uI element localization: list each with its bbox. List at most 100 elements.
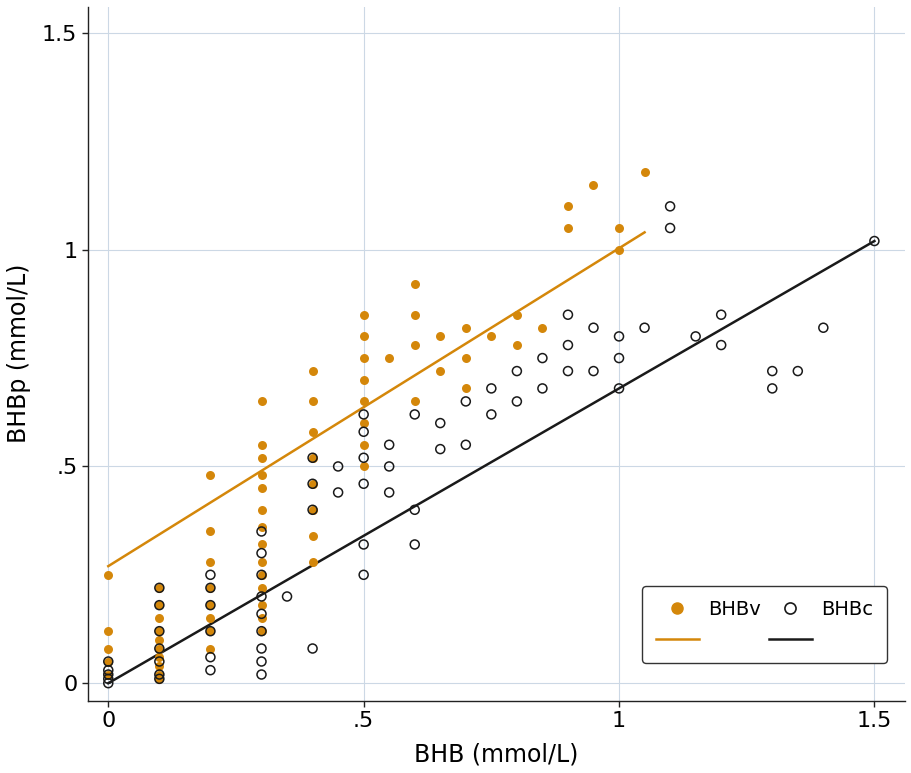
Point (356, 417, 371, 429)
Point (152, 599, 167, 611)
Point (509, 339, 524, 351)
Point (356, 569, 371, 581)
Point (611, 243, 626, 256)
Point (254, 569, 269, 581)
Point (764, 365, 779, 377)
Point (305, 365, 320, 377)
Point (203, 569, 218, 581)
Point (101, 625, 116, 638)
Point (254, 599, 269, 611)
Point (790, 365, 804, 377)
Point (254, 625, 269, 638)
Point (356, 460, 371, 472)
Point (203, 664, 218, 676)
Point (203, 581, 218, 594)
Point (101, 569, 116, 581)
Point (305, 503, 320, 516)
Point (101, 669, 116, 681)
Point (356, 438, 371, 451)
Point (764, 382, 779, 394)
Point (203, 625, 218, 638)
Point (254, 591, 269, 603)
Point (407, 339, 422, 351)
Point (560, 308, 575, 321)
Point (203, 581, 218, 594)
Point (152, 642, 167, 655)
Point (254, 538, 269, 550)
Point (254, 656, 269, 668)
Point (152, 656, 167, 668)
Point (101, 656, 116, 668)
Point (509, 365, 524, 377)
Point (611, 352, 626, 364)
Point (254, 569, 269, 581)
Point (815, 322, 830, 334)
Point (407, 395, 422, 407)
Point (458, 382, 473, 394)
Point (484, 408, 498, 421)
Point (152, 581, 167, 594)
Point (356, 408, 371, 421)
Point (203, 625, 218, 638)
Point (611, 330, 626, 342)
Point (356, 308, 371, 321)
Point (407, 503, 422, 516)
Point (535, 352, 549, 364)
Point (101, 642, 116, 655)
Point (586, 322, 600, 334)
Point (535, 382, 549, 394)
Point (254, 451, 269, 464)
Point (203, 599, 218, 611)
Point (101, 656, 116, 668)
Point (305, 451, 320, 464)
Point (433, 365, 447, 377)
Point (152, 669, 167, 681)
Point (356, 395, 371, 407)
Point (560, 200, 575, 213)
Point (305, 503, 320, 516)
Point (305, 395, 320, 407)
Point (662, 222, 677, 234)
Legend: BHBv, , BHBc, : BHBv, , BHBc, (641, 586, 886, 663)
Point (203, 526, 218, 538)
Point (305, 451, 320, 464)
Point (254, 503, 269, 516)
Point (433, 443, 447, 455)
Point (331, 486, 345, 499)
Point (433, 330, 447, 342)
Point (101, 677, 116, 690)
Point (254, 482, 269, 494)
Point (382, 460, 396, 472)
Point (254, 395, 269, 407)
Point (305, 530, 320, 542)
Point (382, 438, 396, 451)
Point (152, 673, 167, 685)
Point (152, 669, 167, 681)
Point (458, 352, 473, 364)
Point (433, 417, 447, 429)
Point (254, 669, 269, 681)
Point (305, 426, 320, 438)
Point (458, 322, 473, 334)
Point (254, 642, 269, 655)
Point (152, 673, 167, 685)
Point (662, 200, 677, 213)
Point (254, 625, 269, 638)
Point (586, 365, 600, 377)
Point (203, 651, 218, 663)
Point (407, 408, 422, 421)
Point (305, 556, 320, 568)
Point (509, 308, 524, 321)
Point (101, 664, 116, 676)
Point (637, 165, 651, 178)
Point (203, 612, 218, 625)
Point (713, 339, 728, 351)
Point (254, 608, 269, 620)
Point (382, 486, 396, 499)
Point (688, 330, 702, 342)
Point (484, 330, 498, 342)
Point (254, 547, 269, 560)
Point (484, 382, 498, 394)
Point (152, 634, 167, 646)
Point (101, 673, 116, 685)
